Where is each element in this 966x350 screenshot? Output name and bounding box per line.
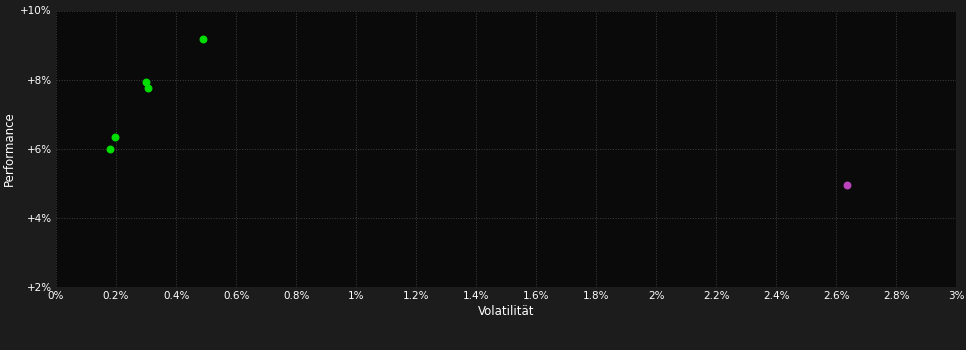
Point <box>102 146 118 152</box>
Point <box>141 85 156 91</box>
Point <box>138 79 154 85</box>
Point <box>839 182 855 188</box>
X-axis label: Volatilität: Volatilität <box>478 305 534 318</box>
Point <box>195 36 211 42</box>
Point <box>107 134 123 139</box>
Y-axis label: Performance: Performance <box>3 111 16 186</box>
